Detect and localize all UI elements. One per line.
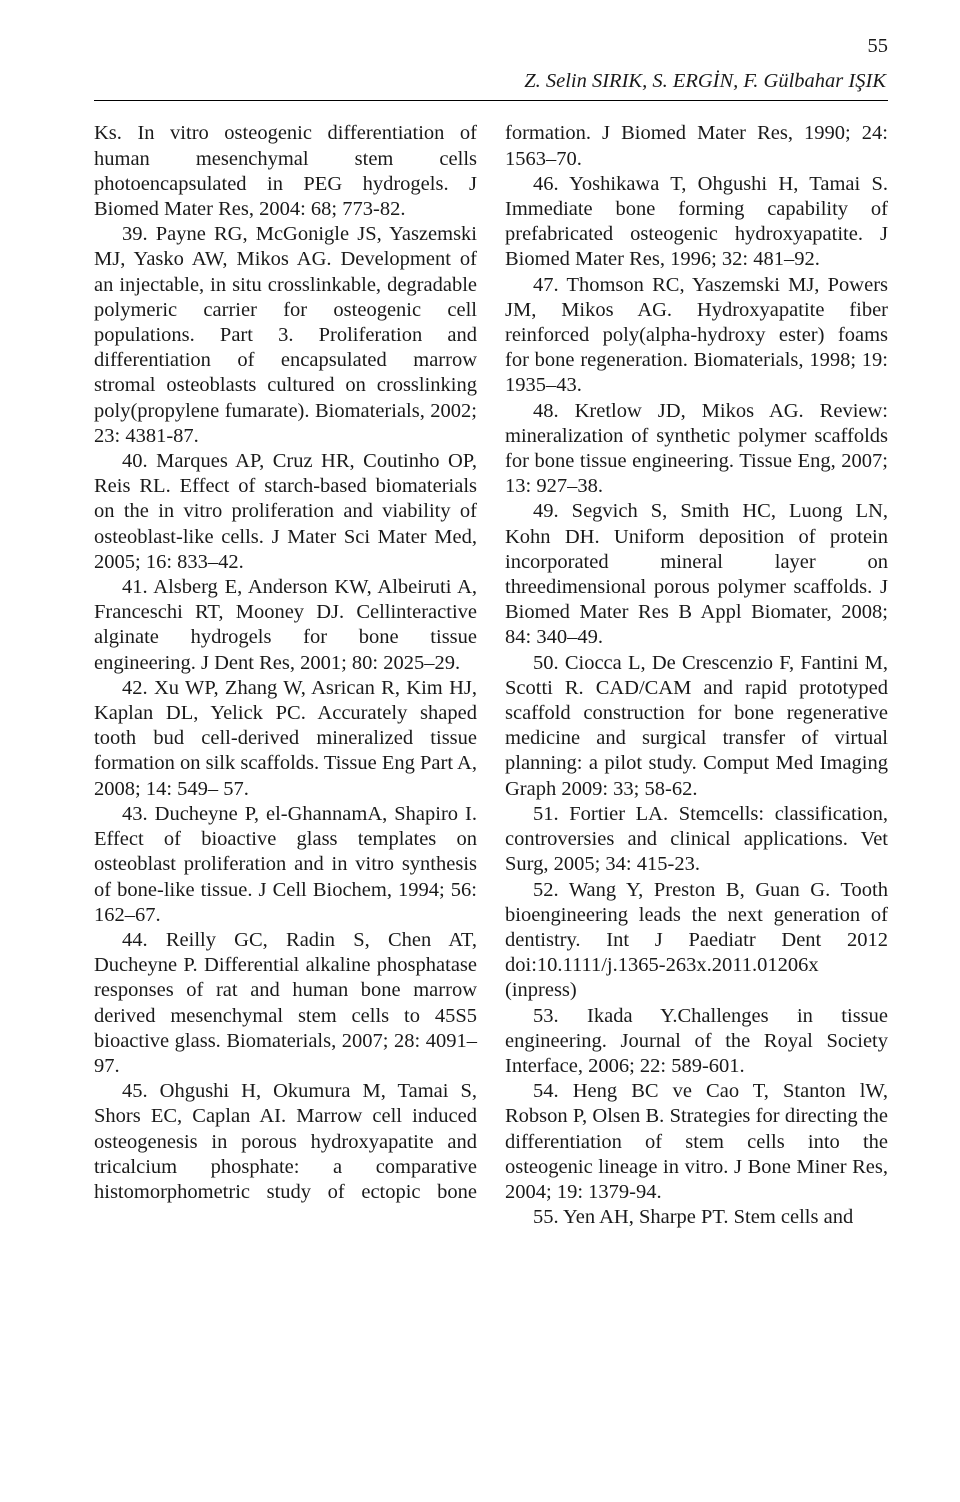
reference-item: Ks. In vitro osteogenic differentiation … <box>94 121 477 222</box>
reference-item: 46. Yoshikawa T, Ohgushi H, Tamai S. Imm… <box>505 172 888 273</box>
reference-item: 40. Marques AP, Cruz HR, Coutinho OP, Re… <box>94 449 477 575</box>
reference-item: 54. Heng BC ve Cao T, Stanton lW, Robson… <box>505 1079 888 1205</box>
reference-item: 53. Ikada Y.Challenges in tissue enginee… <box>505 1004 888 1080</box>
reference-item: 52. Wang Y, Preston B, Guan G. Tooth bio… <box>505 878 888 1004</box>
reference-item: 50. Ciocca L, De Crescenzio F, Fantini M… <box>505 651 888 802</box>
reference-item: 43. Ducheyne P, el-GhannamA, Shapiro I. … <box>94 802 477 928</box>
reference-item: 48. Kretlow JD, Mikos AG. Review: minera… <box>505 399 888 500</box>
page-number: 55 <box>94 34 888 59</box>
reference-item: 51. Fortier LA. Stemcells: classificatio… <box>505 802 888 878</box>
reference-item: 47. Thomson RC, Yaszemski MJ, Powers JM,… <box>505 273 888 399</box>
reference-item: 39. Payne RG, McGonigle JS, Yaszemski MJ… <box>94 222 477 449</box>
reference-item: 42. Xu WP, Zhang W, Asrican R, Kim HJ, K… <box>94 676 477 802</box>
reference-columns: Ks. In vitro osteogenic differentiation … <box>94 121 888 1230</box>
reference-item: 49. Segvich S, Smith HC, Luong LN, Kohn … <box>505 499 888 650</box>
reference-item: 41. Alsberg E, Anderson KW, Albeiruti A,… <box>94 575 477 676</box>
reference-item: 55. Yen AH, Sharpe PT. Stem cells and <box>505 1205 888 1230</box>
running-head: Z. Selin SIRIK, S. ERGİN, F. Gülbahar IŞ… <box>94 69 888 94</box>
reference-item: 44. Reilly GC, Radin S, Chen AT, Ducheyn… <box>94 928 477 1079</box>
header-rule <box>94 100 888 101</box>
